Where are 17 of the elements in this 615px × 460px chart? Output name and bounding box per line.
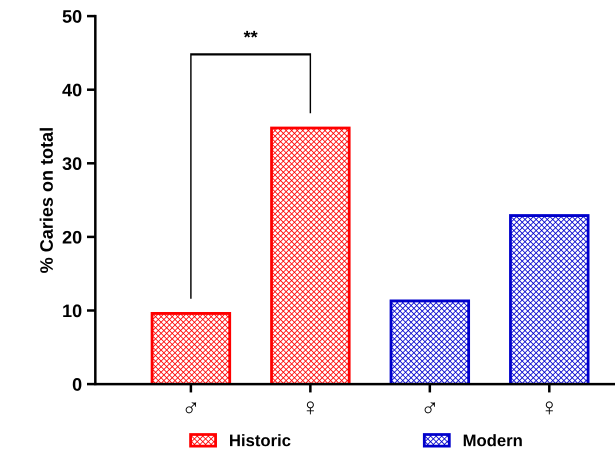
y-tick-label: 20 (62, 230, 82, 244)
legend-label: Modern (464, 434, 522, 446)
annotation: ** (244, 30, 258, 38)
bar (390, 300, 470, 384)
bar (150, 312, 232, 384)
y-tick-label: 50 (62, 10, 82, 23)
x-tick-label: ♀ (546, 401, 553, 414)
x-tick-label: ♂ (424, 402, 436, 414)
bar (509, 214, 590, 384)
x-tick-label: ♀ (306, 401, 314, 414)
y-tick-label: 10 (63, 304, 82, 318)
y-tick-label: 30 (62, 157, 82, 170)
y-tick-label: 0 (72, 378, 82, 391)
legend-label: Historic (230, 434, 290, 446)
x-tick-label: ♂ (186, 402, 196, 414)
y-axis-title: % Caries on total (40, 128, 53, 273)
y-tick-label: 40 (62, 84, 82, 96)
